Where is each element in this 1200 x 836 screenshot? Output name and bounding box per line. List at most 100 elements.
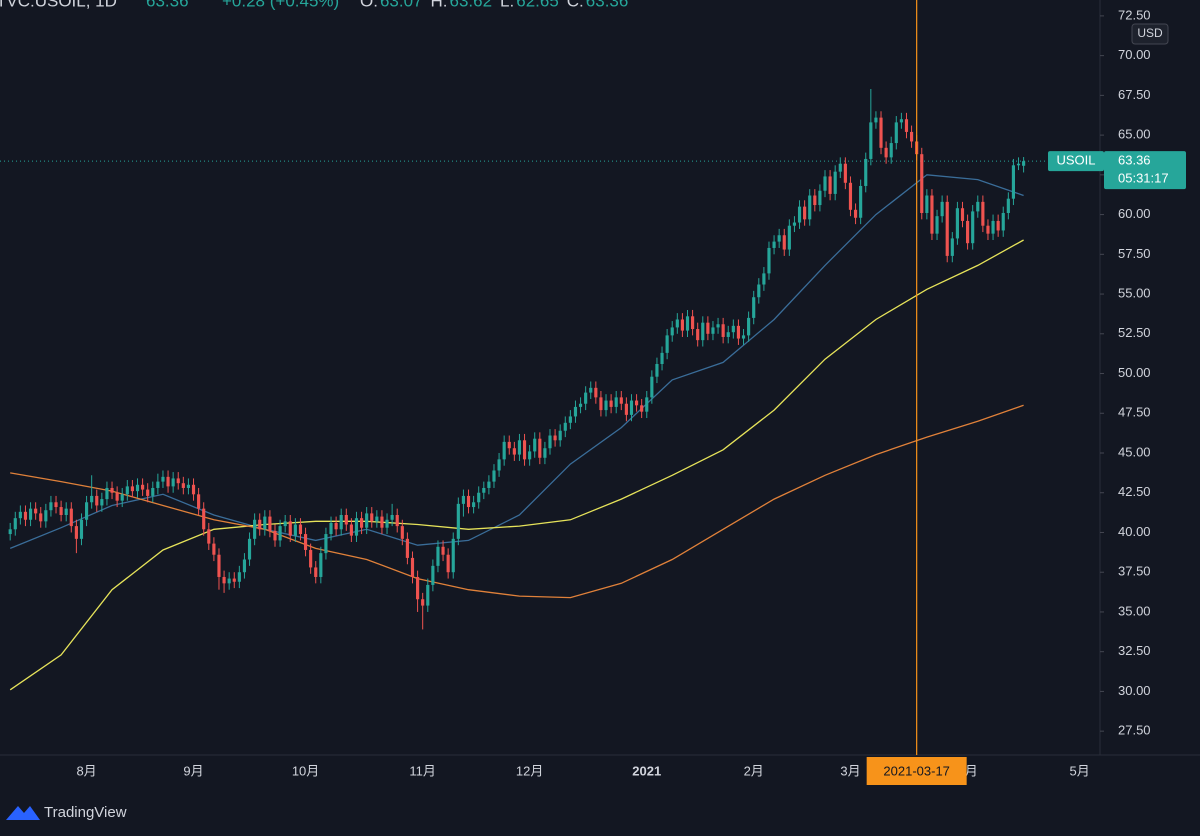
candle-body — [981, 201, 985, 226]
candle-body — [227, 578, 231, 584]
candle-body — [242, 559, 247, 573]
candle-body — [253, 519, 257, 539]
candle-body — [696, 329, 700, 341]
candle-body — [904, 119, 909, 132]
candle-body — [874, 117, 878, 123]
candle-body — [589, 387, 593, 393]
candle-body — [156, 481, 160, 488]
candle-body — [787, 225, 791, 250]
candle-body — [762, 273, 766, 285]
ohlc-key: C: — [567, 0, 584, 10]
candle-body — [359, 518, 364, 528]
candle-body — [955, 208, 959, 239]
candle-body — [553, 435, 557, 441]
candle-body — [594, 387, 598, 398]
candle-body — [95, 495, 99, 506]
candle-body — [884, 147, 888, 158]
currency-box — [1131, 23, 1169, 45]
candle-body — [288, 521, 292, 536]
candle-body — [828, 176, 832, 194]
y-tick-label: 55.00 — [1118, 285, 1151, 300]
candle-body — [538, 438, 542, 458]
countdown: 05:31:17 — [1118, 171, 1169, 186]
candle-body — [431, 565, 435, 585]
candle-body — [59, 507, 63, 515]
candle-body — [808, 195, 812, 220]
candle-body — [797, 206, 802, 223]
candle-body — [568, 416, 572, 423]
candle-body — [466, 495, 471, 508]
candle-body — [298, 524, 303, 535]
candle-body — [324, 534, 328, 554]
candle-body — [146, 489, 150, 496]
candle-body — [258, 519, 262, 530]
candle-body — [120, 494, 124, 501]
candle-body — [202, 508, 206, 530]
candle-body — [624, 403, 628, 415]
candle-body — [813, 195, 817, 206]
x-tick-label: 3月 — [840, 763, 860, 778]
candle-body — [293, 524, 297, 536]
candle-body — [329, 522, 333, 535]
candle-body — [976, 201, 980, 212]
candle-body — [757, 284, 761, 298]
candle-body — [461, 495, 466, 504]
candle-body — [634, 400, 639, 406]
candle-body — [670, 327, 674, 336]
candle-body — [782, 235, 786, 250]
candle-body — [451, 538, 455, 573]
candle-body — [502, 441, 506, 460]
candle-body — [731, 325, 735, 333]
candle-body — [237, 572, 241, 582]
candle-body — [838, 163, 842, 172]
candle-body — [273, 530, 277, 541]
brand-logo — [6, 806, 40, 820]
candle-body — [660, 352, 664, 364]
candle-body — [818, 190, 822, 206]
candle-body — [507, 441, 511, 449]
brand-name: TradingView — [44, 804, 127, 821]
candle-body — [706, 322, 710, 334]
candle-body — [528, 451, 532, 460]
candle-body — [44, 510, 48, 522]
y-tick-label: 72.50 — [1118, 7, 1151, 22]
ohlc-value: 63.36 — [586, 0, 629, 10]
legend-header: TVC:USOIL, 1D 63.36 +0.28 (+0.45%) O: 63.… — [0, 0, 628, 10]
moving-average — [9, 239, 1024, 691]
candle-body — [1011, 165, 1016, 199]
candle-body — [263, 516, 267, 530]
candle-body — [395, 514, 399, 527]
candle-body — [487, 481, 491, 488]
candle-body — [894, 122, 898, 144]
candle-body — [405, 538, 409, 558]
candle-body — [899, 119, 903, 123]
candle-body — [105, 487, 109, 500]
candle-body — [472, 502, 476, 508]
plot-area — [0, 0, 1100, 755]
candle-body — [309, 549, 313, 568]
price-box — [1104, 151, 1186, 190]
candle-body — [522, 440, 527, 460]
candle-body — [716, 324, 720, 328]
candle-body — [390, 514, 394, 520]
candle-body — [645, 397, 649, 412]
candle-body — [619, 397, 623, 404]
candle-body — [354, 518, 359, 536]
candle-body — [385, 519, 389, 528]
candle-body — [1016, 163, 1021, 166]
y-tick-label: 70.00 — [1118, 47, 1151, 62]
candle-body — [339, 514, 343, 530]
candle-body — [176, 478, 180, 484]
symbol-box — [1048, 151, 1104, 172]
candle-body — [609, 400, 613, 407]
y-tick-label: 32.50 — [1118, 643, 1151, 658]
candle-body — [74, 526, 78, 539]
candle-body — [141, 484, 145, 490]
x-tick-label: 11月 — [409, 763, 436, 778]
candle-body — [853, 209, 858, 218]
candle-body — [181, 483, 185, 488]
change: +0.28 (+0.45%) — [222, 0, 339, 10]
candle-body — [548, 435, 552, 449]
candle-body — [772, 241, 776, 248]
